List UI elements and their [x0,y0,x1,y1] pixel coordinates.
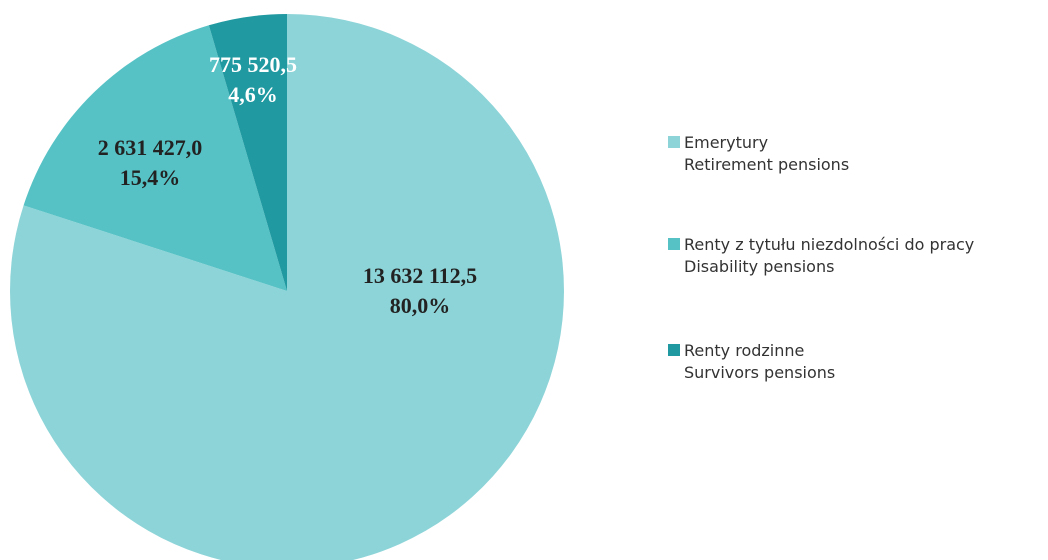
legend-label-en: Survivors pensions [684,363,835,382]
legend-swatch [668,136,680,148]
percent-label: 80,0% [390,293,451,318]
legend-swatch [668,238,680,250]
legend-label: Renty rodzinne [684,341,804,360]
percent-label: 15,4% [120,165,181,190]
pie-slice [23,25,287,291]
pie-slice [10,14,564,560]
legend-swatch [668,344,680,356]
value-label: 13 632 112,5 [363,263,477,288]
legend-label-en: Disability pensions [684,257,834,276]
percent-label: 4,6% [228,82,278,107]
legend-label: Renty z tytułu niezdolności do pracy [684,235,974,254]
legend-label: Emerytury [684,133,768,152]
legend-label-en: Retirement pensions [684,155,849,174]
pie-slice [208,14,287,291]
value-label: 775 520,5 [209,52,297,77]
value-label: 2 631 427,0 [98,135,203,160]
